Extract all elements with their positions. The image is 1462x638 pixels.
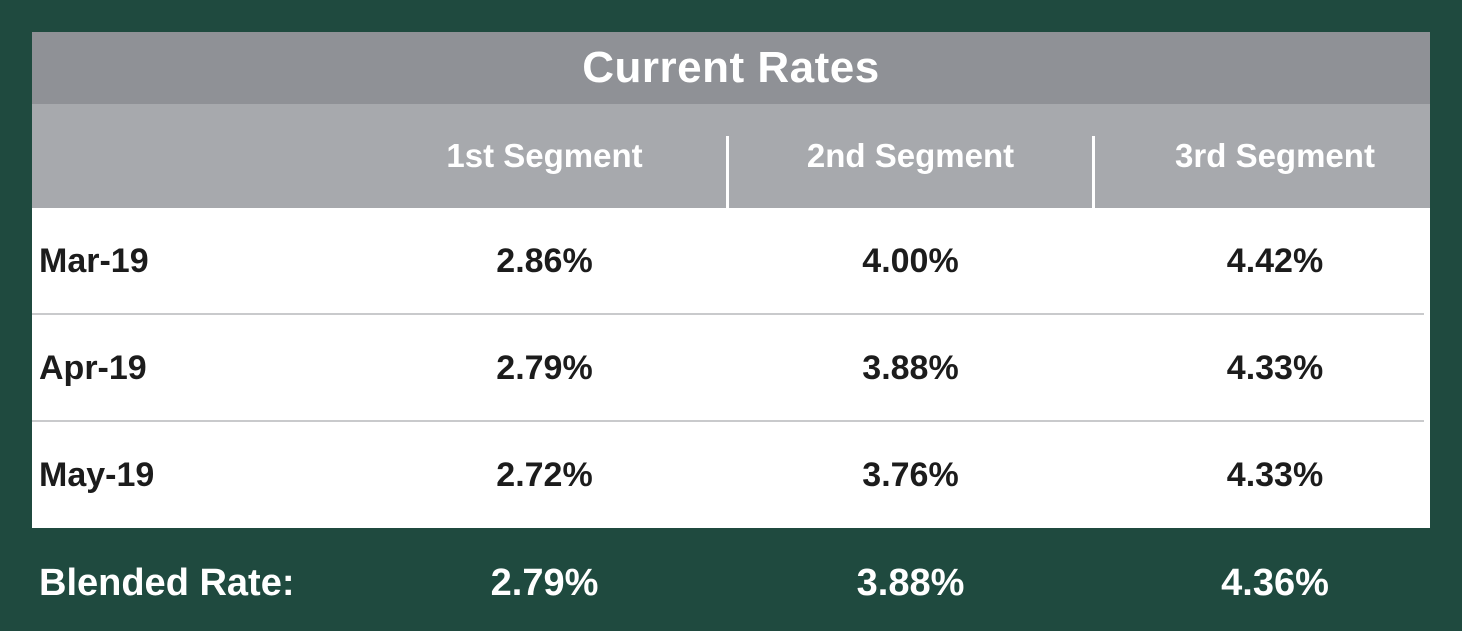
blended-rate-label: Blended Rate: bbox=[39, 561, 295, 604]
blended-rate-cell: 3.88% bbox=[856, 561, 965, 604]
row-divider bbox=[32, 313, 1424, 315]
column-header-3rd-segment: 3rd Segment bbox=[1175, 137, 1375, 174]
table-row: May-19 2.72% 3.76% 4.33% bbox=[32, 422, 1430, 528]
title-bar: Current Rates bbox=[32, 32, 1430, 104]
blended-rate-row: Blended Rate: 2.79% 3.88% 4.36% bbox=[32, 528, 1430, 604]
table-row: Apr-19 2.79% 3.88% 4.33% bbox=[32, 315, 1430, 422]
column-header-1st-segment: 1st Segment bbox=[446, 137, 643, 174]
table-body: Mar-19 2.86% 4.00% 4.42% Apr-19 2.79% 3.… bbox=[32, 208, 1430, 528]
rate-cell: 4.42% bbox=[1226, 241, 1324, 280]
column-divider bbox=[726, 136, 729, 208]
column-header-row: 1st Segment 2nd Segment 3rd Segment bbox=[32, 104, 1430, 208]
rates-table: Current Rates 1st Segment 2nd Segment 3r… bbox=[32, 32, 1430, 604]
rate-cell: 2.79% bbox=[496, 348, 593, 387]
rate-cell: 4.33% bbox=[1226, 455, 1324, 494]
blended-rate-cell: 2.79% bbox=[490, 561, 599, 604]
row-label: Mar-19 bbox=[39, 241, 149, 280]
rate-cell: 4.00% bbox=[862, 241, 959, 280]
row-divider bbox=[32, 420, 1424, 422]
column-header-2nd-segment: 2nd Segment bbox=[806, 137, 1015, 174]
rate-cell: 4.33% bbox=[1226, 348, 1324, 387]
rate-cell: 3.76% bbox=[862, 455, 959, 494]
rate-cell: 3.88% bbox=[862, 348, 959, 387]
table-row: Mar-19 2.86% 4.00% 4.42% bbox=[32, 208, 1430, 315]
row-label: May-19 bbox=[39, 455, 155, 494]
rate-cell: 2.72% bbox=[496, 455, 593, 494]
row-label: Apr-19 bbox=[39, 348, 147, 387]
table-title: Current Rates bbox=[582, 43, 880, 92]
column-divider bbox=[1092, 136, 1095, 208]
blended-rate-cell: 4.36% bbox=[1221, 561, 1329, 604]
rate-cell: 2.86% bbox=[496, 241, 593, 280]
